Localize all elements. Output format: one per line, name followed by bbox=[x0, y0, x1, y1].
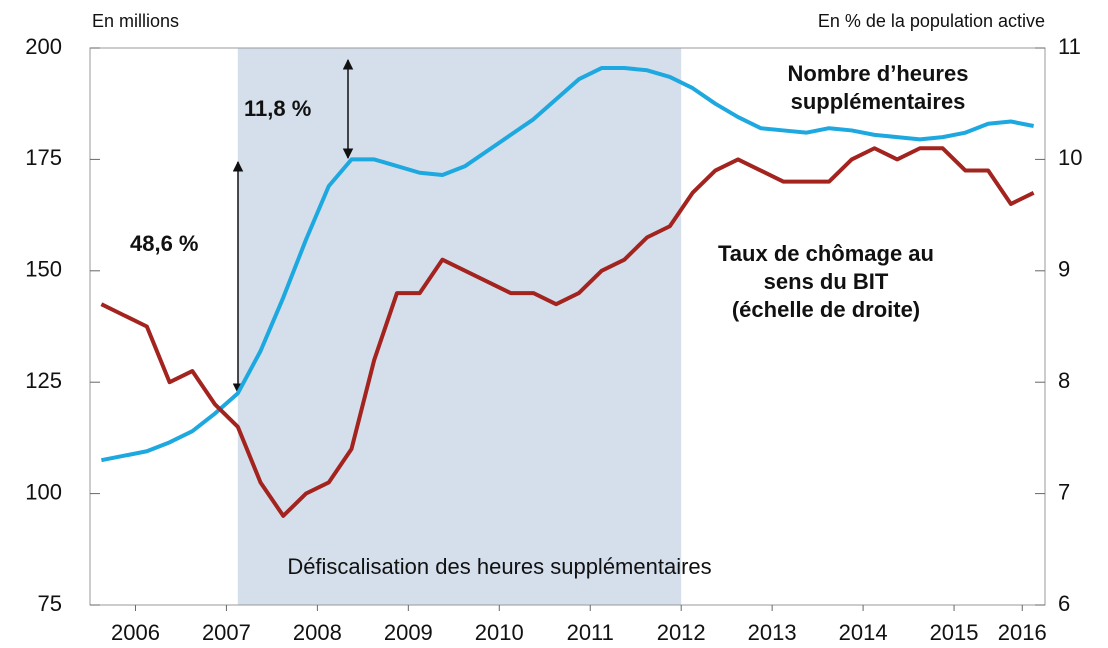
x-tick-label: 2010 bbox=[475, 620, 524, 645]
y2-tick-label: 7 bbox=[1058, 479, 1070, 504]
y2-tick-label: 6 bbox=[1058, 591, 1070, 616]
annotation: 48,6 % bbox=[130, 231, 199, 256]
x-tick-label: 2007 bbox=[202, 620, 251, 645]
y-tick-label: 150 bbox=[25, 257, 62, 282]
legend-label: sens du BIT bbox=[764, 269, 889, 294]
y2-tick-label: 9 bbox=[1058, 257, 1070, 282]
y2-axis-label: En % de la population active bbox=[818, 11, 1045, 31]
series-line bbox=[100, 146, 1035, 518]
series-line bbox=[100, 66, 1035, 463]
legend-label: supplémentaires bbox=[791, 89, 966, 114]
shaded-period bbox=[237, 48, 682, 605]
y2-tick-label: 11 bbox=[1058, 34, 1081, 59]
annotation: 11,8 % bbox=[244, 96, 311, 121]
x-tick-label: 2012 bbox=[657, 620, 706, 645]
x-tick-label: 2014 bbox=[839, 620, 888, 645]
y-tick-label: 200 bbox=[25, 34, 62, 59]
y-axis-label: En millions bbox=[92, 11, 179, 31]
x-tick-label: 2016 bbox=[998, 620, 1047, 645]
x-tick-label: 2006 bbox=[111, 620, 160, 645]
y2-tick-label: 8 bbox=[1058, 368, 1070, 393]
x-tick-label: 2011 bbox=[567, 620, 614, 645]
y-tick-label: 125 bbox=[25, 368, 62, 393]
y2-tick-label: 10 bbox=[1058, 145, 1082, 170]
x-tick-label: 2008 bbox=[293, 620, 342, 645]
y-tick-label: 100 bbox=[25, 479, 62, 504]
plot-frame bbox=[89, 47, 1046, 606]
legend-label: Taux de chômage au bbox=[718, 241, 934, 266]
shade-label: Défiscalisation des heures supplémentair… bbox=[287, 554, 711, 579]
legend-label: Nombre d’heures bbox=[788, 61, 969, 86]
legend-label: (échelle de droite) bbox=[732, 297, 920, 322]
y-tick-label: 75 bbox=[38, 591, 62, 616]
x-tick-label: 2013 bbox=[748, 620, 797, 645]
y-tick-label: 175 bbox=[25, 145, 62, 170]
x-tick-label: 2009 bbox=[384, 620, 433, 645]
x-tick-label: 2015 bbox=[930, 620, 979, 645]
